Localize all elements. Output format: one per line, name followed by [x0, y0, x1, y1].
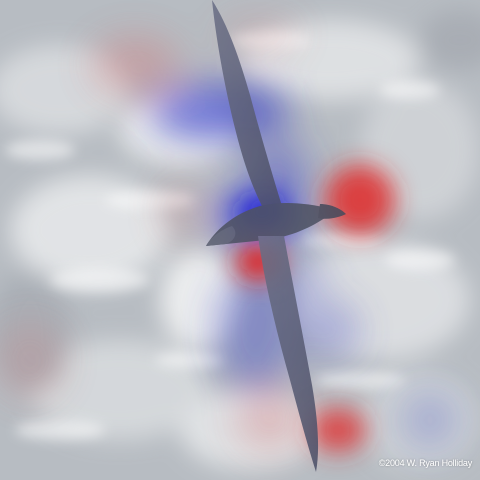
photo-credit: ©2004 W. Ryan Holliday	[379, 458, 472, 468]
